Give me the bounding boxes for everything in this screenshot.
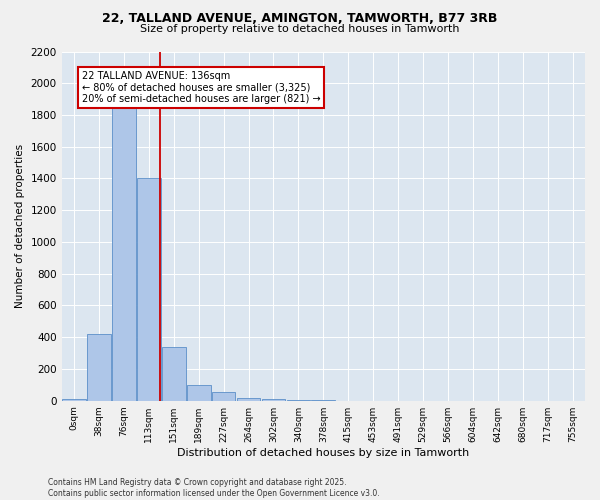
Bar (187, 385, 211, 400)
Bar (212, 392, 235, 400)
Bar (62, 399, 86, 400)
Text: 22 TALLAND AVENUE: 136sqm
← 80% of detached houses are smaller (3,325)
20% of se: 22 TALLAND AVENUE: 136sqm ← 80% of detac… (82, 70, 320, 104)
Bar (137, 178, 161, 400)
Text: Contains HM Land Registry data © Crown copyright and database right 2025.
Contai: Contains HM Land Registry data © Crown c… (48, 478, 380, 498)
Y-axis label: Number of detached properties: Number of detached properties (15, 144, 25, 308)
Bar (237, 398, 260, 400)
Bar (87, 334, 111, 400)
Bar (112, 86, 136, 401)
Text: 22, TALLAND AVENUE, AMINGTON, TAMWORTH, B77 3RB: 22, TALLAND AVENUE, AMINGTON, TAMWORTH, … (103, 12, 497, 26)
X-axis label: Distribution of detached houses by size in Tamworth: Distribution of detached houses by size … (177, 448, 469, 458)
Bar (162, 346, 185, 401)
Text: Size of property relative to detached houses in Tamworth: Size of property relative to detached ho… (140, 24, 460, 34)
